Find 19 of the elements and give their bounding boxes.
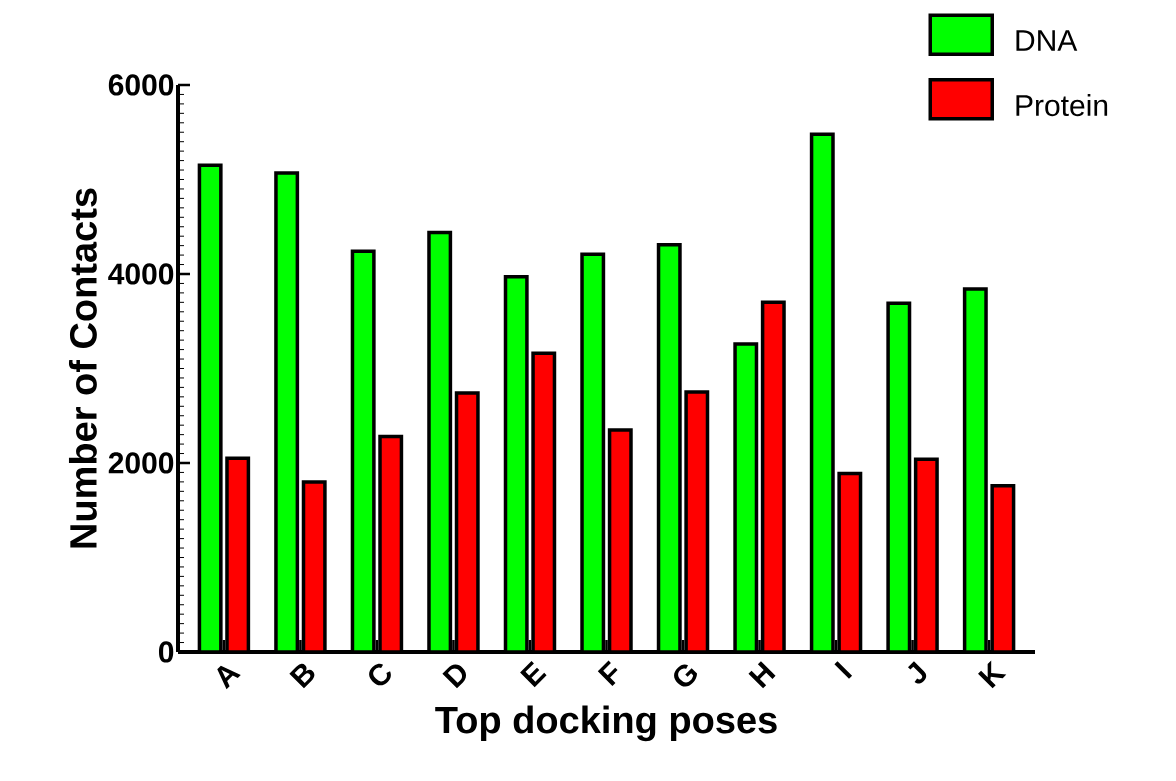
y-tick-label: 2000	[108, 452, 174, 474]
x-tick-label: A	[217, 665, 241, 690]
legend-label: DNA	[1016, 30, 1078, 51]
legend-label: Protein	[1016, 94, 1108, 117]
x-tick-label: G	[674, 664, 698, 687]
x-tick-label: H	[748, 661, 776, 689]
y-tick-label: 0	[158, 641, 174, 663]
x-tick-label: I	[834, 661, 853, 679]
y-tick-label: 6000	[108, 74, 174, 96]
x-tick-label: D	[442, 664, 467, 689]
y-tick-label: 4000	[108, 263, 174, 285]
x-tick-label: F	[597, 660, 618, 686]
x-tick-label: K	[978, 660, 1007, 689]
x-tick-label: J	[907, 661, 927, 684]
x-axis-title: Top docking poses	[435, 705, 777, 742]
x-tick-label: B	[289, 663, 315, 689]
x-tick-label: E	[520, 661, 547, 688]
x-tick-label: C	[369, 663, 391, 686]
y-axis-title: Number of Contacts	[68, 188, 97, 548]
